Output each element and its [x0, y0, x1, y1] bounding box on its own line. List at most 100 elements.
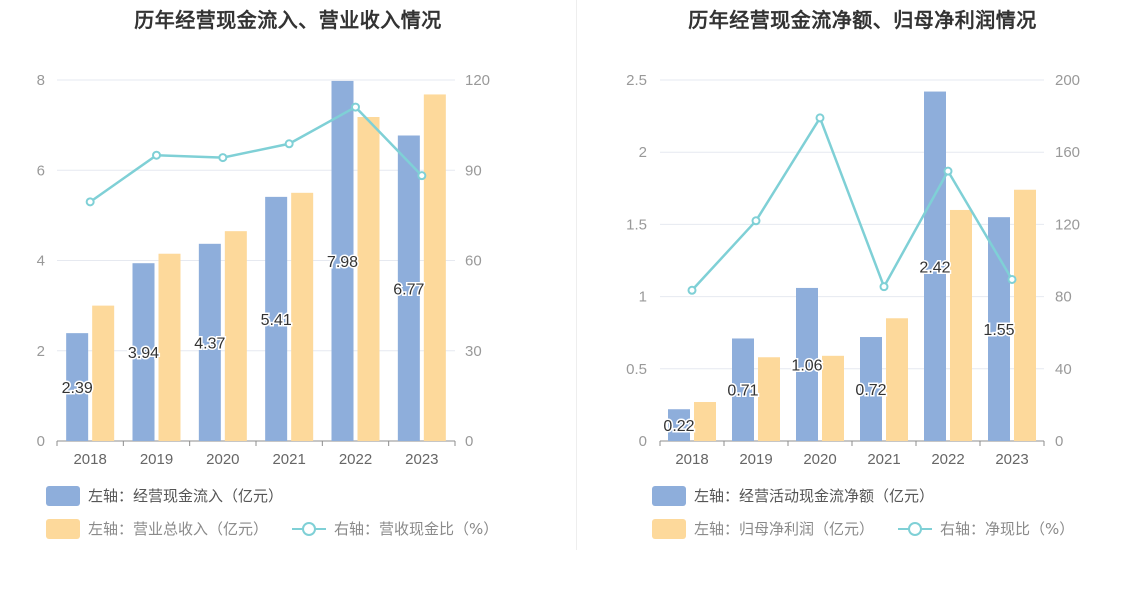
bar-data-label: 1.55 — [983, 322, 1014, 339]
bar-primary — [331, 80, 354, 441]
right-axis-tick-label: 30 — [465, 343, 482, 360]
chart-panel-right: 历年经营现金流净额、归母净利润情况 0 0.5 1 1.5 2 2.5 0 40 80 120 16… — [577, 0, 1148, 589]
x-axis-tick-label: 2023 — [995, 451, 1028, 468]
bar-data-label: 1.06 — [791, 357, 822, 374]
bar-secondary — [92, 305, 115, 441]
left-axis-tick-label: 1.5 — [626, 216, 647, 233]
bar-primary — [397, 135, 420, 441]
ratio-line — [89, 105, 423, 203]
legend-label-net-profit[interactable]: 左轴：归母净利润（亿元） — [694, 520, 875, 538]
right-axis-tick-label: 120 — [1055, 216, 1080, 233]
bar-primary — [732, 338, 754, 441]
chart-title: 历年经营现金流入、营业收入情况 — [134, 8, 442, 32]
x-axis-tick-label: 2019 — [739, 451, 772, 468]
bar-primary — [924, 91, 946, 441]
bar-data-label: 5.41 — [261, 312, 292, 329]
bar-data-label: 2.39 — [62, 380, 93, 397]
bar-primary — [668, 409, 690, 441]
bar-primary — [265, 196, 288, 441]
bar-primary — [796, 287, 818, 441]
right-axis-tick-label: 40 — [1055, 361, 1072, 378]
bar-secondary — [694, 402, 716, 441]
ratio-point — [815, 113, 825, 123]
ratio-point — [1007, 274, 1017, 284]
ratio-line — [691, 115, 1014, 292]
left-axis-tick-label: 0 — [37, 433, 45, 450]
legend-label-ratio[interactable]: 右轴：营收现金比（%） — [334, 520, 499, 538]
legend-line-marker-icon[interactable] — [898, 519, 933, 539]
ratio-point — [85, 197, 95, 207]
panel-divider — [576, 0, 577, 550]
bar-data-label: 0.22 — [663, 418, 694, 435]
left-axis-tick-label: 2.5 — [626, 72, 647, 89]
ratio-point — [943, 166, 953, 176]
legend-label-net-cash-flow[interactable]: 左轴：经营活动现金流净额（亿元） — [694, 487, 935, 505]
x-axis-tick-label: 2018 — [73, 451, 106, 468]
right-axis-tick-label: 60 — [465, 253, 482, 270]
ratio-point — [351, 102, 360, 112]
ratio-point — [687, 285, 697, 295]
legend-line-marker-icon[interactable] — [292, 519, 327, 539]
left-axis-tick-label: 1 — [639, 289, 647, 306]
left-axis-tick-label: 0 — [639, 433, 647, 450]
bar-data-label: 4.37 — [194, 335, 225, 352]
bar-primary — [198, 243, 221, 441]
legend-label-revenue[interactable]: 左轴：营业总收入（亿元） — [88, 520, 269, 538]
bar-data-label: 0.71 — [727, 383, 758, 400]
left-axis-tick-label: 8 — [37, 72, 45, 89]
chart-panel-left: 历年经营现金流入、营业收入情况 0 2 4 6 8 0 30 60 90 120 2018 2019 2… — [37, 8, 498, 539]
left-axis-tick-label: 0.5 — [626, 361, 647, 378]
bar-data-label: 0.72 — [855, 382, 886, 399]
right-axis-tick-label: 160 — [1055, 144, 1080, 161]
right-axis-tick-label: 200 — [1055, 72, 1080, 89]
left-axis-tick-label: 4 — [37, 253, 45, 270]
ratio-point — [284, 139, 294, 149]
bar-data-label: 6.77 — [393, 281, 424, 298]
ratio-point — [218, 153, 228, 163]
bar-data-label: 7.98 — [327, 254, 358, 271]
legend-swatch-revenue[interactable] — [46, 518, 80, 539]
right-axis-tick-label: 120 — [465, 72, 490, 89]
legend-swatch-cash-inflow[interactable] — [46, 485, 80, 506]
bar-secondary — [1014, 189, 1036, 441]
bar-secondary — [950, 209, 972, 441]
bar-secondary — [423, 94, 446, 441]
left-axis-tick-label: 6 — [37, 162, 45, 179]
x-axis-tick-label: 2023 — [405, 451, 438, 468]
bar-data-label: 2.42 — [919, 259, 950, 276]
bar-secondary — [758, 357, 780, 441]
chart-canvas: 0 2 4 6 8 0 30 60 90 120 2018 2019 2020 2021 2022 2023 2… — [37, 72, 490, 468]
bar-secondary — [224, 231, 247, 441]
x-axis-tick-label: 2022 — [931, 451, 964, 468]
chart-title: 历年经营现金流净额、归母净利润情况 — [688, 8, 1037, 32]
bar-primary — [860, 337, 882, 441]
legend-label-net-cash-ratio[interactable]: 右轴：净现比（%） — [940, 520, 1075, 538]
legend-swatch-net-profit[interactable] — [652, 518, 686, 539]
legend-row-2: 左轴：营业总收入（亿元） 右轴：营收现金比（%） — [46, 518, 498, 539]
bar-secondary — [357, 117, 380, 441]
x-axis-tick-label: 2021 — [867, 451, 900, 468]
x-axis-tick-label: 2019 — [140, 451, 173, 468]
x-axis-tick-label: 2022 — [339, 451, 372, 468]
ratio-point — [751, 216, 761, 226]
right-axis-tick-label: 80 — [1055, 289, 1072, 306]
right-axis-tick-label: 0 — [1055, 433, 1063, 450]
left-axis-tick-label: 2 — [639, 144, 647, 161]
x-axis-tick-label: 2021 — [272, 451, 305, 468]
legend-row-1: 左轴：经营活动现金流净额（亿元） — [652, 485, 934, 506]
bar-primary — [66, 333, 89, 441]
legend-label-cash-inflow[interactable]: 左轴：经营现金流入（亿元） — [88, 487, 284, 505]
x-axis-tick-label: 2020 — [803, 451, 836, 468]
bar-primary — [132, 263, 155, 441]
legend-row-1: 左轴：经营现金流入（亿元） — [46, 485, 283, 506]
bar-secondary — [158, 253, 181, 441]
ratio-point — [417, 171, 427, 181]
bar-secondary — [291, 192, 314, 441]
x-axis-tick-label: 2018 — [675, 451, 708, 468]
right-axis-tick-label: 0 — [465, 433, 473, 450]
legend-row-2: 左轴：归母净利润（亿元） 右轴：净现比（%） — [652, 518, 1074, 539]
bar-data-label: 3.94 — [128, 345, 159, 362]
legend-swatch-net-cash-flow[interactable] — [652, 485, 686, 506]
bar-primary — [988, 217, 1010, 441]
ratio-point — [879, 282, 889, 292]
